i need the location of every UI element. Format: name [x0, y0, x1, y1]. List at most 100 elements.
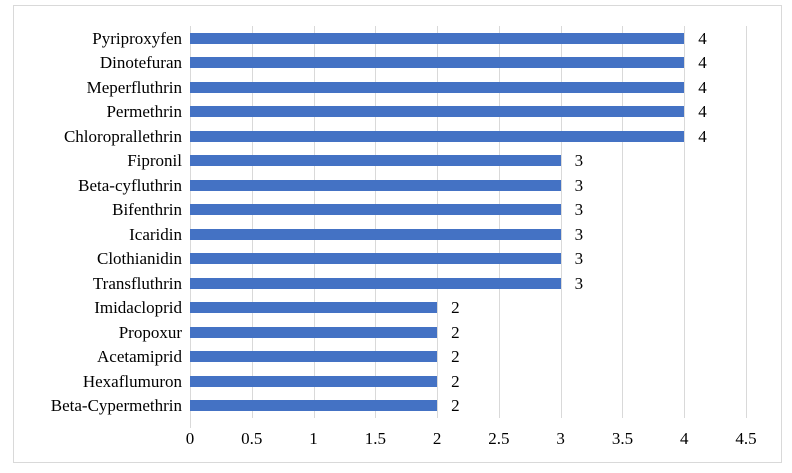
bar-row: Beta-cyfluthrin 3: [14, 173, 781, 198]
gridline: [437, 26, 439, 418]
bar-track: 4: [190, 100, 746, 125]
bar-track: 4: [190, 26, 746, 51]
bar-rows: Pyriproxyfen 4 Dinotefuran 4 Meperfluthrin 4 P…: [14, 26, 781, 418]
bar: [190, 351, 438, 363]
zero-axis-tick: [190, 418, 191, 428]
category-label: Permethrin: [106, 102, 182, 122]
bar-row: Pyriproxyfen 4: [14, 26, 781, 51]
category-label: Chloroprallethrin: [63, 126, 182, 146]
x-tick-label: 0: [185, 429, 195, 448]
bar: [190, 57, 685, 69]
category-label: Transfluthrin: [92, 273, 182, 293]
bar-track: 3: [190, 271, 746, 296]
data-label: 3: [574, 175, 584, 195]
data-label: 4: [698, 28, 707, 48]
bar-row: Icaridin 3: [14, 222, 781, 247]
category-label: Beta-cyfluthrin: [78, 175, 182, 195]
category-label: Hexaflumuron: [82, 371, 182, 391]
bar: [190, 81, 685, 93]
gridlines-layer: [190, 26, 747, 418]
bar: [190, 400, 438, 412]
bar-track: 2: [190, 320, 746, 345]
gridline: [684, 26, 686, 418]
bar-track: 3: [190, 173, 746, 198]
bar-row: Beta-Cypermethrin 2: [14, 394, 781, 419]
data-label: 3: [574, 151, 584, 171]
data-label: 2: [451, 371, 460, 391]
bar: [190, 130, 685, 142]
category-label: Fipronil: [127, 151, 182, 171]
data-label: 4: [698, 53, 707, 73]
bar-track: 4: [190, 75, 746, 100]
gridline: [498, 26, 500, 418]
gridline: [375, 26, 377, 418]
gridline: [560, 26, 562, 418]
bar: [190, 32, 685, 44]
bar-track: 3: [190, 222, 746, 247]
x-tick-label: 1.5: [364, 429, 386, 448]
data-label: 2: [451, 322, 460, 342]
category-label: Pyriproxyfen: [92, 28, 182, 48]
bar-track: 2: [190, 369, 746, 394]
bar-track: 3: [190, 149, 746, 174]
bar: [190, 228, 561, 240]
bar-row: Permethrin 4: [14, 100, 781, 125]
gridline: [313, 26, 315, 418]
bar-row: Chloroprallethrin 4: [14, 124, 781, 149]
bar-track: 2: [190, 296, 746, 321]
gridline: [190, 26, 191, 418]
bar: [190, 155, 561, 167]
bar-row: Imidacloprid 2: [14, 296, 781, 321]
x-axis: 0 0.5 1 1.5 2 2.5 3 3.5 4 4.5: [186, 429, 757, 450]
bar: [190, 253, 561, 265]
data-label: 2: [451, 298, 460, 318]
bar: [190, 277, 561, 289]
bar-row: Propoxur 2: [14, 320, 781, 345]
x-tick-label: 3: [556, 429, 565, 448]
bar: [190, 179, 561, 191]
category-label: Acetamiprid: [97, 347, 182, 367]
bar-row: Fipronil 3: [14, 149, 781, 174]
bar-track: 3: [190, 198, 746, 223]
gridline: [251, 26, 253, 418]
x-tick-label: 2.5: [488, 429, 510, 448]
category-label: Imidacloprid: [94, 298, 182, 318]
x-tick-label: 1: [309, 429, 318, 448]
bar: [190, 375, 438, 387]
x-tick-label: 0.5: [241, 429, 263, 448]
bar: [190, 204, 561, 216]
category-label: Propoxur: [118, 322, 182, 342]
bar-track: 2: [190, 394, 746, 419]
data-label: 4: [698, 102, 707, 122]
category-label: Icaridin: [129, 224, 182, 244]
bar-row: Clothianidin 3: [14, 247, 781, 272]
bar-row: Dinotefuran 4: [14, 51, 781, 76]
bar-row: Transfluthrin 3: [14, 271, 781, 296]
bar-track: 4: [190, 51, 746, 76]
data-label: 4: [698, 77, 707, 97]
bar-track: 2: [190, 345, 746, 370]
bar-track: 4: [190, 124, 746, 149]
category-label: Beta-Cypermethrin: [50, 396, 182, 416]
gridline: [746, 26, 747, 418]
x-tick-label: 4: [679, 429, 689, 448]
bar-row: Hexaflumuron 2: [14, 369, 781, 394]
bar-row: Meperfluthrin 4: [14, 75, 781, 100]
x-tick-label: 4.5: [735, 429, 757, 448]
data-label: 2: [451, 347, 460, 367]
bar: [190, 106, 685, 118]
bar-track: 3: [190, 247, 746, 272]
data-label: 2: [451, 396, 460, 416]
chart-frame: Pyriproxyfen 4 Dinotefuran 4 Meperfluthrin 4 P…: [13, 5, 782, 463]
bar: [190, 326, 438, 338]
bar-row: Acetamiprid 2: [14, 345, 781, 370]
data-label: 3: [574, 200, 584, 220]
data-label: 4: [698, 126, 707, 146]
data-label: 3: [574, 273, 584, 293]
category-label: Dinotefuran: [99, 53, 182, 73]
data-label: 3: [574, 224, 584, 244]
bar: [190, 302, 438, 314]
bar-row: Bifenthrin 3: [14, 198, 781, 223]
category-label: Meperfluthrin: [86, 77, 182, 97]
